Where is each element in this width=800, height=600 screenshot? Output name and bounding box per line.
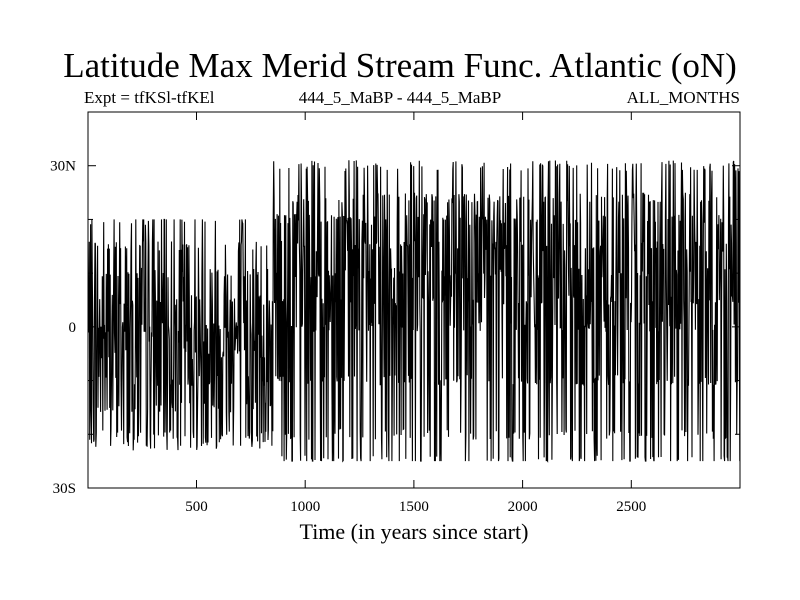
x-tick-label: 2000: [508, 499, 538, 515]
series-layer: [87, 160, 741, 463]
x-tick-label: 500: [185, 499, 208, 515]
chart-title: Latitude Max Merid Stream Func. Atlantic…: [63, 46, 737, 85]
x-tick-label: 2500: [616, 499, 646, 515]
x-tick-label: 1000: [290, 499, 320, 515]
x-tick-label: 1500: [399, 499, 429, 515]
series-line: [87, 160, 741, 463]
y-tick-label: 30N: [50, 159, 76, 175]
period-label: 444_5_MaBP - 444_5_MaBP: [298, 88, 502, 107]
experiment-label: Expt = tfKSl-tfKEl: [84, 88, 215, 107]
tick-layer: 500 1000 1500 2000 2500 30S 0 30N: [50, 112, 740, 515]
months-label: ALL_MONTHS: [626, 88, 740, 107]
y-tick-label: 30S: [53, 481, 76, 497]
y-tick-label: 0: [69, 320, 77, 336]
x-axis-title: Time (in years since start): [300, 519, 529, 544]
